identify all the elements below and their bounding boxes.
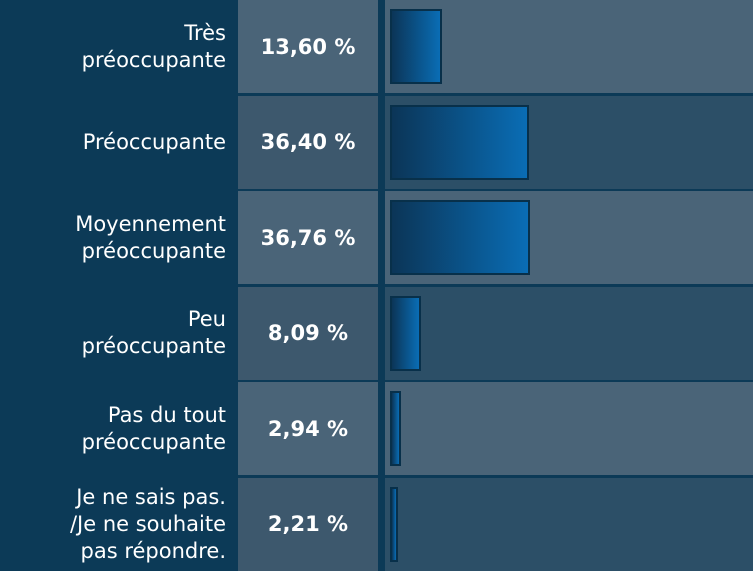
bar: [390, 295, 421, 371]
value-label: 8,09 %: [238, 286, 378, 380]
bar-track: [385, 477, 753, 571]
value-label: 36,76 %: [238, 191, 378, 284]
category-text: Préoccupante: [82, 129, 226, 154]
value-label: 2,21 %: [238, 477, 378, 571]
category-label: Peu préoccupante: [0, 287, 226, 380]
bar: [390, 104, 529, 180]
category-text: Pas du tout préoccupante: [81, 402, 226, 454]
bar-track: [385, 382, 753, 475]
value-label: 13,60 %: [238, 0, 378, 93]
category-label: Pas du tout préoccupante: [0, 382, 226, 475]
bar: [390, 9, 442, 84]
bar: [390, 391, 402, 466]
category-text: Moyennement préoccupante: [75, 211, 226, 263]
row: Pas du tout préoccupante 2,94 %: [0, 382, 753, 475]
category-label: Moyennement préoccupante: [0, 191, 226, 284]
category-text: Je ne sais pas. /Je ne souhaite pas répo…: [69, 484, 226, 563]
row: Très préoccupante 13,60 %: [0, 0, 753, 93]
bar: [390, 200, 530, 275]
bar-track: [385, 0, 753, 93]
row: Préoccupante 36,40 %: [0, 95, 753, 189]
bar: [390, 486, 399, 562]
bar-track: [385, 95, 753, 189]
bar-track: [385, 191, 753, 284]
category-label: Je ne sais pas. /Je ne souhaite pas répo…: [0, 478, 226, 571]
category-label: Préoccupante: [0, 96, 226, 189]
row: Peu préoccupante 8,09 %: [0, 286, 753, 380]
category-text: Peu préoccupante: [81, 307, 226, 358]
category-text: Très préoccupante: [81, 20, 226, 72]
bar-track: [385, 286, 753, 380]
value-label: 36,40 %: [238, 95, 378, 189]
row: Moyennement préoccupante 36,76 %: [0, 191, 753, 284]
value-label: 2,94 %: [238, 382, 378, 475]
row: Je ne sais pas. /Je ne souhaite pas répo…: [0, 477, 753, 571]
category-label: Très préoccupante: [0, 0, 226, 93]
